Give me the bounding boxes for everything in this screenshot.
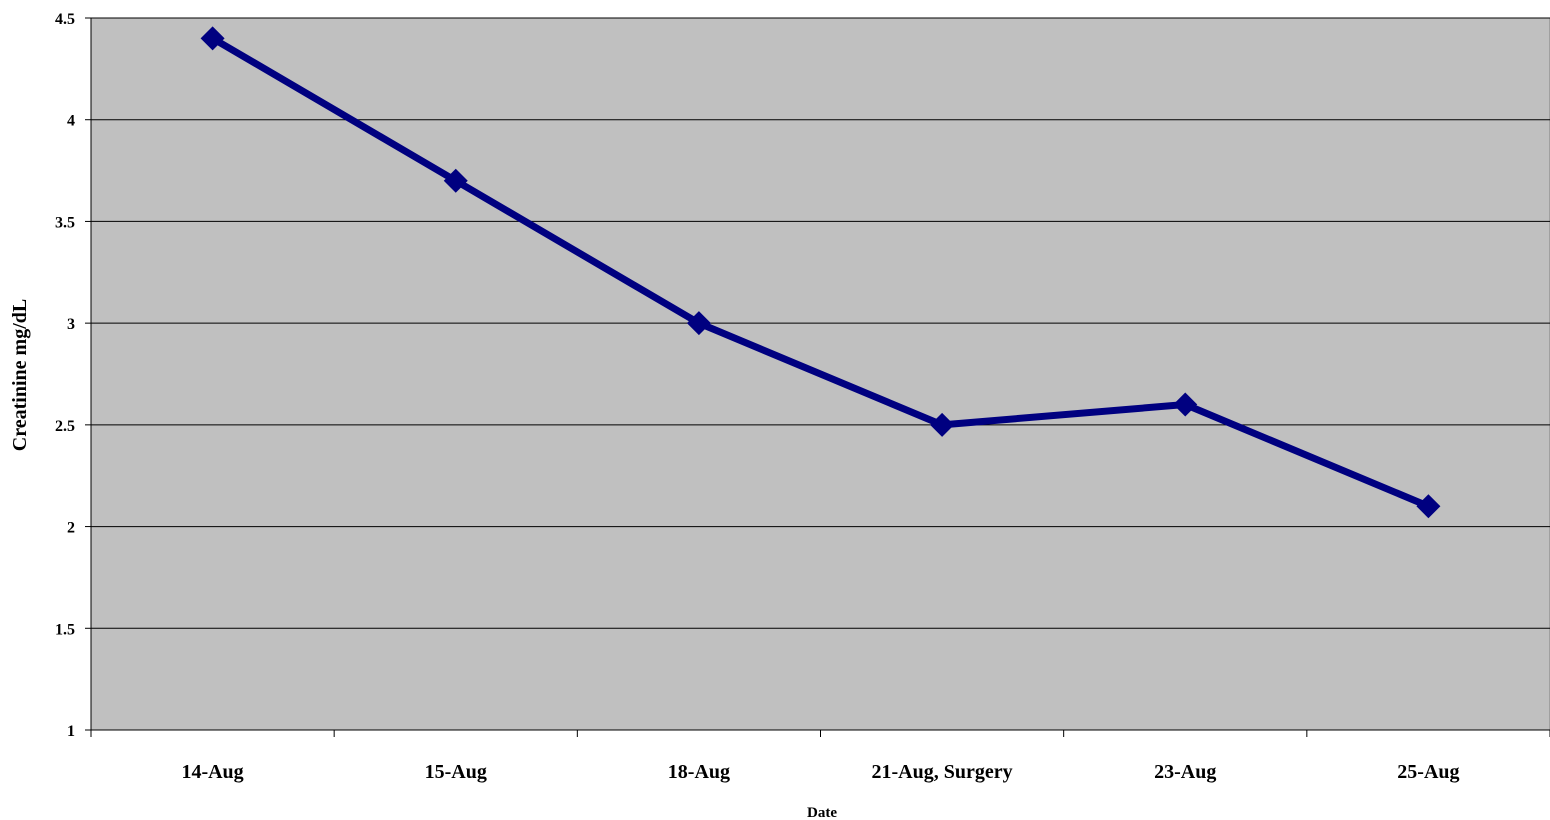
x-tick-label: 14-Aug	[181, 761, 243, 783]
y-tick-label: 4.5	[55, 11, 75, 28]
y-tick-label: 1.5	[55, 621, 75, 638]
x-tick-label: 23-Aug	[1154, 761, 1216, 783]
y-tick-label: 3	[67, 316, 75, 333]
data-point-marker	[1173, 392, 1198, 417]
data-point-marker	[1416, 494, 1441, 519]
y-axis-title: Creatinine mg/dL	[9, 299, 31, 451]
x-tick-labels: 14-Aug 15-Aug 18-Aug 21-Aug, Surgery 23-Aug 2…	[181, 761, 1459, 783]
y-tick-label: 1	[67, 723, 75, 740]
data-point-marker	[930, 412, 955, 437]
series-line	[209, 34, 1432, 510]
y-tick-label: 2	[67, 520, 75, 537]
x-axis-title: Date	[807, 805, 837, 820]
y-tick-label: 4	[67, 113, 75, 130]
y-tick-label: 2.5	[55, 418, 75, 435]
data-point-marker	[200, 26, 225, 51]
x-tick-label: 25-Aug	[1397, 761, 1459, 783]
series-layer	[200, 26, 1441, 519]
y-tick-labels: 1 1.5 2 2.5 3 3.5 4 4.5	[55, 11, 75, 740]
gridlines	[91, 17, 1550, 629]
axes	[85, 17, 1550, 737]
data-point-marker	[686, 311, 711, 336]
data-point-marker	[443, 168, 468, 193]
x-tick-label: 15-Aug	[425, 761, 487, 783]
x-tick-label: 21-Aug, Surgery	[872, 761, 1013, 783]
x-tick-label: 18-Aug	[668, 761, 730, 783]
y-tick-label: 3.5	[55, 214, 75, 231]
